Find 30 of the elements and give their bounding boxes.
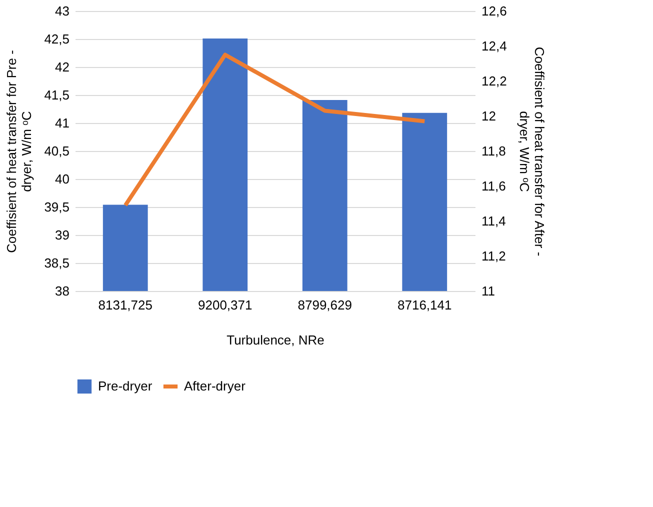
y-tick-label: 39 <box>55 228 70 242</box>
x-tick-label: 8716,141 <box>398 298 452 312</box>
x-tick-label: 9200,371 <box>198 298 252 312</box>
y-tick-label: 43 <box>55 4 70 18</box>
legend-label: Pre-dryer <box>98 378 153 394</box>
y2-tick-label: 11,2 <box>482 248 506 264</box>
legend-label: After-dryer <box>184 378 246 394</box>
x-axis-title: Turbulence, NRe <box>226 332 324 348</box>
x-tick-label: 8799,629 <box>298 298 352 312</box>
y-tick-label: 41,5 <box>44 88 70 102</box>
y-tick-label: 40,5 <box>44 144 70 158</box>
y2-tick-label: 11,6 <box>482 178 506 194</box>
y-tick-label: 42,5 <box>44 32 70 46</box>
y-axis-title: Coeffisient of heat transfer for Pre - dryer, W/m ᵒC <box>4 50 34 253</box>
y2-tick-label: 11,4 <box>482 214 506 228</box>
y2-tick-label: 11 <box>482 284 495 298</box>
y-tick-label: 38 <box>55 284 70 298</box>
y2-axis-title: Coeffisient of heat transfer for After - dryer, W/m ᵒC <box>516 46 547 256</box>
line-series <box>123 52 427 208</box>
x-tick-label: 8131,725 <box>98 298 152 312</box>
y-tick-label: 40 <box>55 172 70 186</box>
y-tick-label: 42 <box>55 60 70 74</box>
y2-tick-label: 12,2 <box>482 74 507 88</box>
y-tick-label: 38,5 <box>44 256 70 270</box>
y2-tick-label: 11,8 <box>482 144 506 158</box>
y-tick-label: 39,5 <box>44 200 70 214</box>
y-tick-label: 41 <box>55 116 70 130</box>
y2-tick-label: 12 <box>482 108 496 124</box>
y2-tick-label: 12,6 <box>482 4 507 18</box>
y2-tick-label: 12,4 <box>482 38 507 54</box>
